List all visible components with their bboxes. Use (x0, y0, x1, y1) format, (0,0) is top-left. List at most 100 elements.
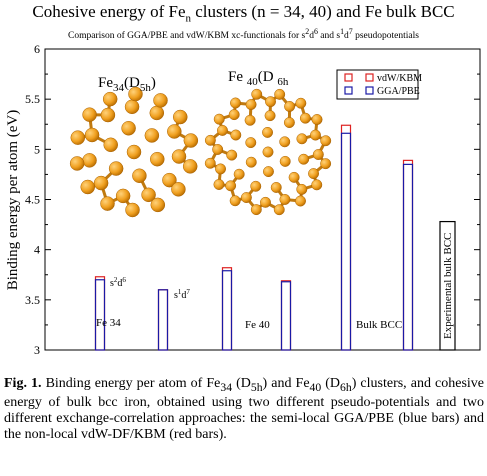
atom-sphere (262, 146, 274, 158)
atom-sphere (215, 163, 226, 175)
group-label-bulk: Bulk BCC (356, 319, 402, 331)
atom-sphere (108, 161, 124, 176)
atom-sphere (82, 107, 97, 122)
atom-sphere (171, 182, 186, 197)
atom-sphere (150, 197, 166, 213)
atom-sphere (240, 192, 252, 203)
y-tick-label: 6 (34, 42, 40, 56)
fe34-cluster-picture (69, 86, 199, 218)
atom-sphere (80, 179, 95, 195)
legend-swatch (365, 73, 374, 82)
legend-label: GGA/PBE (377, 86, 420, 97)
atom-sphere (251, 88, 263, 100)
atom-sphere (100, 196, 115, 211)
atom-sphere (144, 128, 160, 143)
atom-sphere (260, 196, 271, 208)
bar-gga-pbe (280, 281, 292, 351)
y-tick-label: 3.5 (25, 293, 40, 307)
atom-sphere (121, 120, 136, 136)
figure-caption: Fig. 1. Binding energy per atom of Fe34 … (4, 376, 484, 442)
legend-swatch (365, 86, 374, 95)
atom-sphere (173, 109, 188, 125)
atom-sphere (310, 129, 321, 141)
bar-vdw-kbm (402, 159, 414, 351)
atom-sphere (149, 105, 165, 121)
atom-sphere (69, 156, 85, 171)
atom-sphere (204, 134, 216, 146)
atom-sphere (288, 171, 300, 183)
atom-sphere (245, 156, 257, 168)
y-tick-label: 5.5 (25, 92, 40, 106)
bar-gga-pbe (221, 270, 233, 351)
atom-sphere (225, 180, 237, 192)
atom-sphere (141, 187, 156, 203)
atom-sphere (126, 144, 142, 160)
atom-sphere (279, 194, 291, 205)
atom-sphere (264, 110, 276, 122)
atom-sphere (167, 124, 182, 139)
y-axis: 3 3.5 4 4.5 5 5.5 6 (25, 42, 480, 357)
atom-sphere (230, 129, 242, 141)
cluster-label-fe40: Fe 40(D 6h (228, 69, 289, 88)
atom-sphere (298, 153, 310, 165)
atom-sphere (103, 137, 118, 153)
atom-sphere (311, 179, 323, 191)
atom-sphere (270, 182, 282, 193)
atom-sphere (171, 149, 187, 164)
bar-gga-pbe (157, 289, 169, 351)
atom-sphere (283, 117, 295, 129)
atom-sphere (299, 112, 311, 124)
atom-sphere (250, 204, 262, 216)
legend: vdW/KBM GGA/PBE (336, 69, 422, 100)
chart-title: Cohesive energy of Fen clusters (n = 34,… (32, 2, 455, 25)
atom-sphere (70, 130, 86, 145)
atom-sphere (295, 195, 306, 207)
atom-sphere (213, 113, 225, 125)
atom-sphere (263, 166, 274, 178)
atom-sphere (84, 127, 100, 143)
atom-sphere (102, 91, 118, 107)
atom-sphere (153, 93, 168, 108)
atom-sphere (279, 155, 291, 167)
atom-sphere (273, 204, 285, 216)
binding-energy-chart: 3 3.5 4 4.5 5 5.5 6 Binding energy per atom (e… (5, 42, 481, 357)
y-tick-label: 4 (34, 243, 40, 257)
pseudo-label-s2d6: s2d6 (110, 276, 126, 289)
group-label-fe34: Fe 34 (96, 317, 121, 329)
bar-vdw-kbm (157, 289, 169, 351)
atom-sphere (115, 188, 131, 204)
y-tick-label: 4.5 (25, 193, 40, 207)
annotations: s2d6 s1d7 Fe 34 Fe 40 Bulk BCC Fe34(D5h) Fe 40… (96, 69, 402, 331)
bar-gga-pbe (402, 163, 414, 351)
atom-sphere (308, 168, 319, 180)
pseudo-label-s1d7: s1d7 (174, 288, 190, 301)
atom-sphere (262, 126, 273, 138)
atom-sphere (320, 135, 332, 147)
chart-subtitle: Comparison of GGA/PBE and vdW/KBM xc-fun… (68, 27, 419, 42)
atom-sphere (228, 109, 240, 121)
atom-sphere (132, 168, 147, 184)
bars: Experimental bulk BCC (94, 124, 456, 351)
cluster-label-fe34: Fe34(D5h) (98, 75, 156, 94)
atom-sphere (213, 179, 225, 190)
atom-sphere (217, 124, 228, 136)
atom-sphere (124, 99, 140, 115)
legend-label: vdW/KBM (377, 73, 422, 84)
bar-vdw-kbm (221, 267, 233, 351)
bar-gga-pbe (94, 279, 106, 351)
legend-swatch (344, 73, 353, 82)
atom-sphere (93, 175, 109, 191)
atom-sphere (150, 151, 165, 167)
experimental-label: Experimental bulk BCC (442, 233, 454, 339)
atom-sphere (128, 86, 143, 102)
y-tick-label: 5 (34, 142, 40, 156)
atom-sphere (250, 180, 262, 192)
bar-vdw-kbm (94, 276, 106, 351)
legend-swatch (344, 86, 353, 95)
atom-sphere (279, 136, 291, 148)
fe40-cluster-picture (204, 88, 332, 216)
atom-sphere (245, 137, 257, 149)
atom-sphere (265, 96, 276, 108)
atom-sphere (204, 157, 216, 169)
experimental-bar (439, 220, 456, 351)
